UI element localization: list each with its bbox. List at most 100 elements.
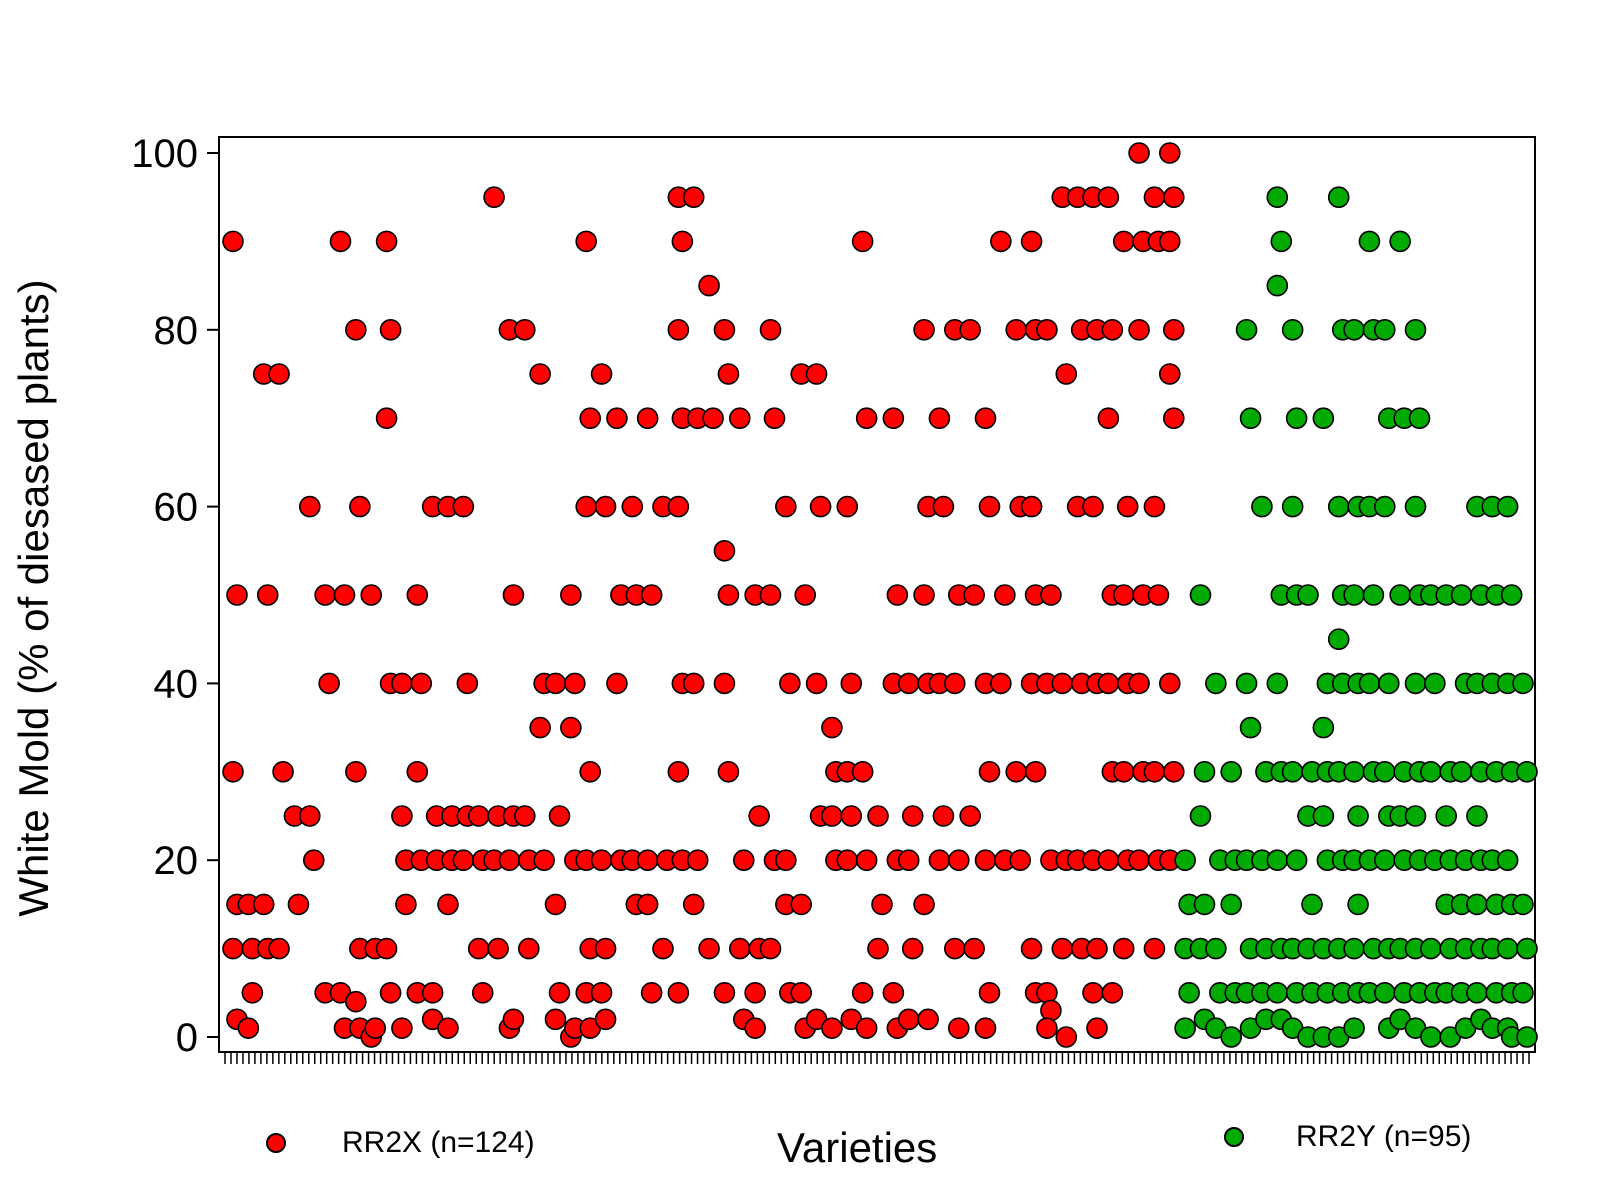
point-rr2y [1270, 230, 1293, 253]
y-tick-label: 20 [154, 839, 199, 883]
point-rr2x [579, 407, 602, 430]
legend-label-rr2x: RR2X (n=124) [342, 1126, 535, 1159]
point-rr2y [1496, 849, 1519, 872]
point-rr2y [1343, 318, 1365, 341]
point-rr2x [1024, 760, 1047, 783]
point-rr2y [1327, 186, 1350, 208]
point-rr2x [794, 584, 817, 606]
point-rr2x [928, 407, 951, 430]
point-rr2x [855, 1017, 878, 1039]
point-rr2y [1239, 716, 1262, 739]
point-rr2x [636, 893, 659, 916]
point-rr2x [1143, 760, 1166, 783]
point-rr2x [379, 981, 402, 1004]
point-rr2x [452, 849, 475, 872]
point-rr2x [606, 672, 628, 695]
point-rr2x [790, 981, 813, 1004]
point-rr2x [314, 584, 336, 606]
point-rr2x [959, 318, 981, 341]
point-rr2x [713, 981, 736, 1004]
point-rr2x [775, 495, 797, 518]
point-rr2x [590, 363, 613, 385]
point-rr2x [836, 495, 859, 518]
point-rr2x [241, 981, 264, 1004]
point-rr2y [1220, 1026, 1243, 1048]
point-rr2x [1128, 142, 1150, 164]
point-rr2y [1420, 760, 1442, 783]
point-rr2x [686, 849, 709, 872]
point-rr2y [1312, 407, 1335, 430]
point-rr2x [548, 805, 571, 827]
point-rr2y [1450, 584, 1473, 606]
point-rr2x [1097, 186, 1120, 208]
y-axis-label: White Mold (% of diesased plants) [10, 279, 57, 916]
x-axis-label: Varieties [777, 1124, 938, 1171]
point-rr2x [1055, 363, 1078, 385]
point-rr2x [901, 937, 924, 960]
y-tick-label: 40 [154, 662, 199, 706]
point-rr2x [1112, 584, 1135, 606]
point-rr2x [682, 893, 705, 916]
point-rr2x [375, 407, 398, 430]
point-rr2x [406, 584, 429, 606]
point-rr2x [640, 981, 663, 1004]
point-rr2y [1174, 1017, 1196, 1039]
point-rr2x [1082, 495, 1104, 518]
point-rr2x [502, 584, 525, 606]
point-rr2x [579, 760, 602, 783]
point-rr2x [1086, 937, 1108, 960]
y-tick-label: 100 [131, 132, 198, 176]
point-rr2x [1128, 849, 1150, 872]
point-rr2x [974, 407, 997, 430]
y-tick-label: 60 [154, 486, 199, 530]
point-rr2x [517, 937, 540, 960]
point-rr2y [1205, 937, 1227, 960]
data-points [222, 142, 1538, 1048]
point-rr2x [606, 407, 628, 430]
point-rr2x [1112, 230, 1135, 253]
point-rr2x [452, 495, 475, 518]
point-rr2x [943, 937, 966, 960]
point-rr2y [1466, 805, 1488, 827]
point-rr2y [1205, 672, 1227, 695]
point-rr2x [717, 363, 740, 385]
point-rr2x [713, 539, 736, 562]
y-tick-label: 0 [176, 1016, 198, 1060]
point-rr2x [410, 672, 433, 695]
point-rr2y [1327, 495, 1350, 518]
point-rr2x [222, 937, 244, 960]
point-rr2x [298, 495, 321, 518]
point-rr2x [1020, 495, 1043, 518]
point-rr2x [1051, 672, 1074, 695]
point-rr2x [564, 672, 586, 695]
point-rr2x [682, 186, 705, 208]
point-rr2x [256, 584, 279, 606]
point-rr2x [302, 849, 325, 872]
point-rr2y [1404, 672, 1427, 695]
point-rr2x [575, 495, 598, 518]
point-rr2x [1097, 849, 1120, 872]
point-rr2x [1128, 672, 1150, 695]
point-rr2y [1347, 893, 1369, 916]
point-rr2x [728, 937, 751, 960]
point-rr2x [717, 760, 740, 783]
point-rr2x [406, 760, 429, 783]
point-rr2x [456, 672, 479, 695]
point-rr2x [1055, 1026, 1078, 1048]
point-rr2x [421, 981, 444, 1004]
point-rr2x [897, 849, 920, 872]
point-rr2x [329, 230, 352, 253]
point-rr2x [713, 672, 736, 695]
point-rr2x [851, 230, 874, 253]
point-rr2x [1009, 849, 1032, 872]
point-rr2x [391, 1017, 413, 1039]
point-rr2x [345, 760, 367, 783]
point-rr2x [349, 495, 371, 518]
point-rr2x [1143, 937, 1166, 960]
point-rr2x [1005, 760, 1028, 783]
point-rr2y [1516, 1026, 1538, 1048]
point-rr2x [222, 230, 244, 253]
point-rr2x [467, 805, 490, 827]
point-rr2x [437, 893, 459, 916]
point-rr2x [667, 981, 690, 1004]
